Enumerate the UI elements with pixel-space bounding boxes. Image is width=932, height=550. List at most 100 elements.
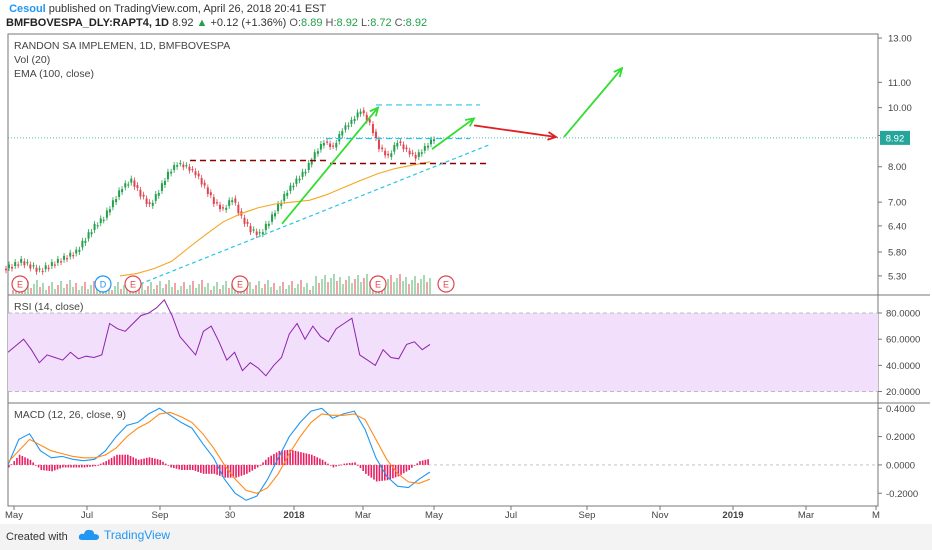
macd-histogram-bar	[338, 464, 340, 466]
chart-canvas[interactable]: 13.0011.0010.009.008.007.006.405.805.308…	[0, 30, 932, 524]
volume-bar	[243, 290, 245, 294]
candle-body	[417, 152, 420, 157]
candle-body	[133, 180, 136, 187]
macd-histogram-bar	[419, 461, 421, 465]
candle-body	[231, 200, 234, 203]
candle-body	[87, 232, 90, 239]
candle-body	[252, 229, 255, 231]
macd-histogram-bar	[251, 464, 254, 471]
candle-body	[99, 218, 102, 224]
macd-histogram-bar	[178, 464, 181, 470]
macd-histogram-bar	[70, 464, 72, 468]
macd-histogram-bar	[53, 464, 56, 471]
macd-histogram-bar	[32, 462, 34, 465]
macd-histogram-bar	[424, 459, 427, 465]
price-change: +0.12 (+1.36%)	[210, 17, 287, 29]
earnings-marker-label: E	[375, 280, 381, 290]
macd-histogram-bar	[205, 464, 208, 474]
macd-histogram-bar	[75, 464, 78, 468]
macd-histogram-bar	[164, 463, 167, 465]
macd-histogram-bar	[343, 463, 346, 465]
volume-bar	[198, 284, 200, 294]
macd-histogram-bar	[292, 450, 294, 465]
macd-histogram-bar	[373, 464, 375, 480]
volume-bar	[150, 282, 152, 294]
volume-bar	[63, 288, 65, 294]
rsi-axis-label: 40.0000	[886, 361, 920, 372]
candle-body	[329, 143, 332, 148]
time-axis-label: 30	[225, 510, 236, 521]
created-with-text: Created with	[6, 531, 68, 543]
candle-body	[261, 232, 264, 235]
candle-body	[301, 171, 304, 177]
macd-histogram-bar	[381, 464, 383, 481]
candle-body	[405, 147, 408, 150]
macd-histogram-bar	[400, 464, 402, 475]
rsi-axis-label: 80.0000	[886, 309, 920, 320]
volume-bar	[324, 275, 326, 294]
candle-body	[11, 266, 13, 269]
candle-body	[50, 262, 53, 267]
author-link[interactable]: Cesoul	[9, 3, 46, 15]
volume-bar	[261, 288, 263, 294]
volume-bar	[111, 290, 113, 294]
candle-body	[335, 142, 338, 148]
macd-histogram-bar	[86, 464, 89, 468]
volume-bar	[393, 282, 395, 294]
volume-bar	[84, 282, 86, 294]
volume-bar	[39, 287, 41, 294]
macd-histogram-bar	[275, 452, 278, 465]
macd-histogram-bar	[170, 464, 172, 468]
price-axis-label: 5.80	[888, 247, 907, 258]
macd-histogram-bar	[408, 464, 410, 471]
macd-histogram-bar	[224, 464, 227, 478]
volume-bar	[276, 290, 278, 294]
candle-body	[222, 207, 224, 209]
time-axis-label: 2019	[722, 510, 743, 521]
macd-histogram-bar	[18, 454, 21, 465]
volume-bar	[216, 282, 218, 294]
volume-bar	[183, 282, 185, 294]
earnings-marker	[437, 275, 455, 293]
macd-histogram-bar	[156, 459, 159, 465]
macd-histogram-bar	[64, 464, 67, 468]
arrow-down-head	[547, 131, 559, 141]
low-label: L:	[361, 17, 371, 29]
candle-body	[234, 198, 237, 203]
candle-body	[105, 210, 108, 218]
volume-bar	[402, 281, 404, 294]
volume-bar	[246, 286, 248, 294]
candle-body	[176, 165, 179, 167]
macd-histogram-bar	[367, 464, 370, 476]
macd-histogram-bar	[151, 457, 153, 465]
candle-body	[173, 165, 176, 171]
arrow-down	[473, 124, 557, 138]
low-value: 8.72	[370, 17, 392, 29]
candle-body	[197, 173, 200, 177]
macd-histogram-bar	[327, 463, 329, 465]
volume-bar	[282, 282, 284, 294]
volume-bar	[165, 284, 167, 294]
macd-histogram-bar	[194, 464, 197, 471]
macd-histogram-bar	[67, 464, 70, 468]
candle-body	[399, 141, 402, 143]
candle-body	[191, 168, 194, 171]
macd-histogram-bar	[416, 463, 419, 465]
candle-body	[310, 160, 313, 165]
candle-body	[17, 264, 20, 266]
candle-body	[66, 258, 69, 260]
candle-body	[420, 152, 423, 154]
candle-body	[322, 142, 325, 146]
candle-body	[271, 214, 274, 222]
macd-histogram-bar	[413, 464, 416, 466]
macd-histogram-bar	[29, 459, 32, 465]
macd-histogram-bar	[16, 457, 18, 465]
earnings-marker-label: E	[443, 280, 449, 290]
tradingview-brand-link[interactable]: TradingView	[78, 528, 170, 542]
candle-body	[154, 194, 157, 201]
volume-bar	[171, 287, 173, 294]
candle-body	[225, 207, 228, 210]
macd-histogram-bar	[300, 452, 302, 465]
rsi-band	[8, 313, 878, 392]
candle-body	[84, 240, 87, 243]
